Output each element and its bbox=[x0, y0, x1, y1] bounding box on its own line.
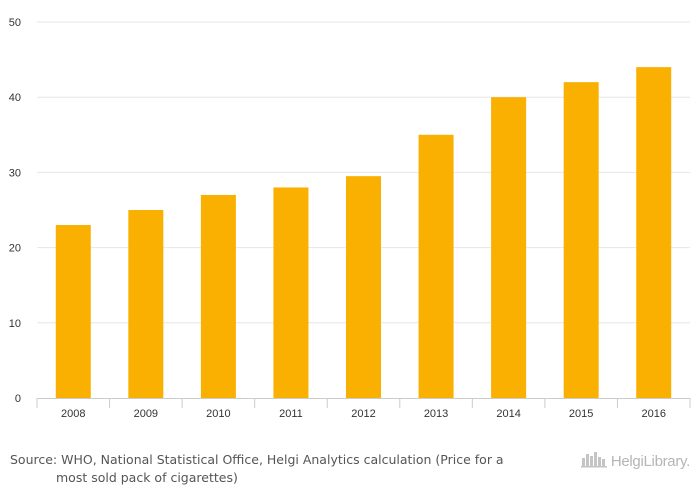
x-tick-label: 2009 bbox=[134, 408, 158, 420]
helgi-city-logo-icon bbox=[580, 450, 607, 473]
bar-2016 bbox=[636, 67, 672, 399]
x-tick-label: 2008 bbox=[61, 408, 85, 420]
x-tick-label: 2011 bbox=[279, 408, 303, 420]
bar-2009 bbox=[128, 210, 164, 398]
x-tick-label: 2016 bbox=[641, 408, 665, 420]
y-tick-label: 30 bbox=[9, 167, 21, 179]
x-tick-label: 2010 bbox=[206, 408, 230, 420]
source-note-line-2: most sold pack of cigarettes) bbox=[56, 470, 238, 485]
y-tick-label: 10 bbox=[9, 318, 21, 330]
bar-2014 bbox=[491, 97, 527, 398]
x-tick-label: 2014 bbox=[496, 408, 520, 420]
y-axis-tick-labels: 0 10 20 30 40 50 bbox=[9, 17, 21, 405]
source-note: Source: WHO, National Statistical Office… bbox=[10, 451, 540, 487]
bars bbox=[55, 67, 672, 399]
bar-2012 bbox=[346, 176, 381, 398]
bar-chart: 0 10 20 30 40 50 2008 2009 2010 2011 2012 2013 2014… bbox=[9, 17, 691, 420]
source-note-line-1: Source: WHO, National Statistical Office… bbox=[10, 452, 504, 467]
y-tick-label: 0 bbox=[15, 393, 21, 405]
helgi-library-logo: HelgiLibrary. bbox=[580, 450, 690, 473]
bar-2015 bbox=[563, 82, 599, 398]
helgi-library-wordmark: HelgiLibrary. bbox=[610, 453, 690, 470]
bar-2013 bbox=[418, 134, 454, 399]
x-tick-label: 2015 bbox=[569, 408, 593, 420]
y-tick-label: 40 bbox=[9, 92, 21, 104]
x-axis bbox=[36, 398, 691, 408]
y-tick-label: 50 bbox=[9, 17, 21, 29]
bar-2008 bbox=[55, 225, 91, 398]
y-tick-label: 20 bbox=[9, 243, 21, 255]
bar-2010 bbox=[200, 194, 236, 398]
x-tick-label: 2012 bbox=[351, 408, 375, 420]
x-axis-tick-labels: 2008 2009 2010 2011 2012 2013 2014 2015 2016 bbox=[61, 408, 666, 420]
x-tick-label: 2013 bbox=[424, 408, 448, 420]
bar-2011 bbox=[273, 187, 309, 398]
